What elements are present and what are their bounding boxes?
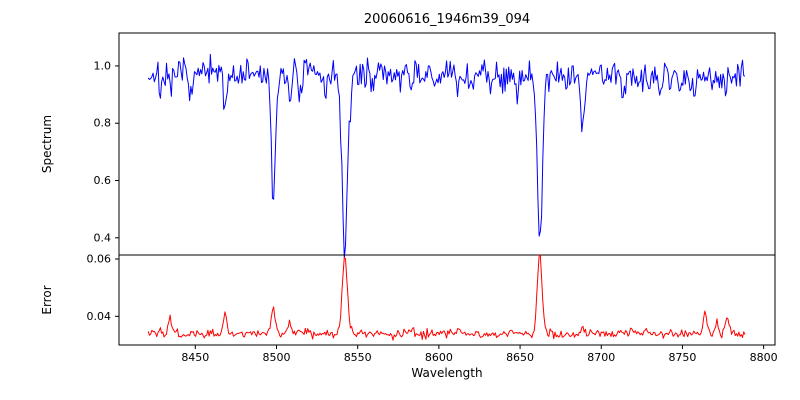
x-tick-label: 8450 bbox=[181, 351, 209, 364]
x-tick-label: 8700 bbox=[587, 351, 615, 364]
error-axes-frame bbox=[118, 254, 776, 346]
spectrum-y-tick-label: 0.8 bbox=[94, 117, 112, 130]
x-tick-label: 8800 bbox=[750, 351, 778, 364]
error-y-tick-label: 0.04 bbox=[87, 310, 112, 323]
x-axis-label: Wavelength bbox=[411, 366, 483, 380]
error-y-tick-label: 0.06 bbox=[87, 253, 112, 266]
x-tick-label: 8750 bbox=[668, 351, 696, 364]
x-tick-label: 8650 bbox=[506, 351, 534, 364]
error-line bbox=[147, 254, 746, 341]
x-tick-label: 8500 bbox=[263, 351, 291, 364]
plot-title: 20060616_1946m39_094 bbox=[363, 12, 531, 27]
spectrum-y-tick-label: 0.4 bbox=[94, 231, 112, 244]
spectrum-y-tick-label: 0.6 bbox=[94, 174, 112, 187]
spectrum-y-tick-label: 1.0 bbox=[94, 59, 112, 72]
spectrum-line bbox=[147, 53, 746, 259]
x-tick-label: 8600 bbox=[425, 351, 453, 364]
x-tick-label: 8550 bbox=[344, 351, 372, 364]
